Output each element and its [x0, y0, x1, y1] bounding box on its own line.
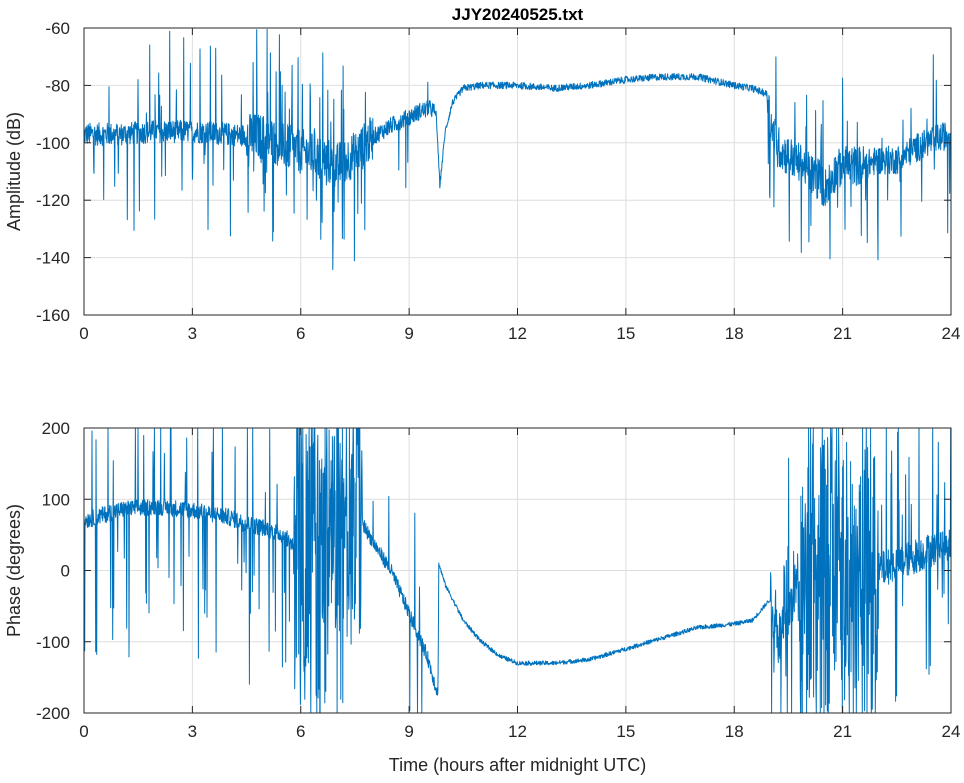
x-tick-label: 9 — [404, 722, 413, 741]
x-tick-label: 24 — [942, 324, 961, 343]
y-tick-label: 0 — [61, 562, 70, 581]
chart-panel-2: 0 3 6 9 12 15 18 21 24 200 100 0 -100 -200 Phase (degr… — [4, 419, 960, 775]
x-tick-label: 24 — [942, 722, 961, 741]
x-tick-label: 21 — [833, 324, 852, 343]
x-tick-label: 21 — [833, 722, 852, 741]
x-tick-label: 15 — [616, 722, 635, 741]
series-line-phase — [84, 428, 951, 713]
y-tick-label: -100 — [36, 134, 70, 153]
y-tick-label: 200 — [42, 419, 70, 438]
y-tick-label: -120 — [36, 191, 70, 210]
y-tick-label: -100 — [36, 633, 70, 652]
y-tick-label: -160 — [36, 306, 70, 325]
x-tick-label: 18 — [725, 324, 744, 343]
y-tick-label: -140 — [36, 249, 70, 268]
x-tick-label: 15 — [616, 324, 635, 343]
series-line-amplitude — [84, 28, 951, 271]
chart-panel-1: 0 3 6 9 12 15 18 21 24 -60 -80 -100 -120 -140 -160 Ampl… — [4, 5, 960, 343]
x-tick-label: 9 — [404, 324, 413, 343]
y-tick-label: -200 — [36, 704, 70, 723]
x-tick-label: 0 — [79, 324, 88, 343]
y-tick-label: 100 — [42, 490, 70, 509]
x-tick-label: 12 — [508, 722, 527, 741]
y-axis-title: Amplitude (dB) — [4, 112, 24, 231]
y-tick-label: -60 — [45, 19, 70, 38]
x-tick-label: 6 — [296, 324, 305, 343]
x-tick-label: 6 — [296, 722, 305, 741]
chart-title: JJY20240525.txt — [452, 5, 584, 24]
x-tick-label: 12 — [508, 324, 527, 343]
x-axis-title: Time (hours after midnight UTC) — [389, 755, 646, 775]
y-tick-label: -80 — [45, 76, 70, 95]
y-axis-title: Phase (degrees) — [4, 504, 24, 637]
x-tick-label: 3 — [188, 324, 197, 343]
x-tick-label: 0 — [79, 722, 88, 741]
x-tick-label: 3 — [188, 722, 197, 741]
x-tick-label: 18 — [725, 722, 744, 741]
